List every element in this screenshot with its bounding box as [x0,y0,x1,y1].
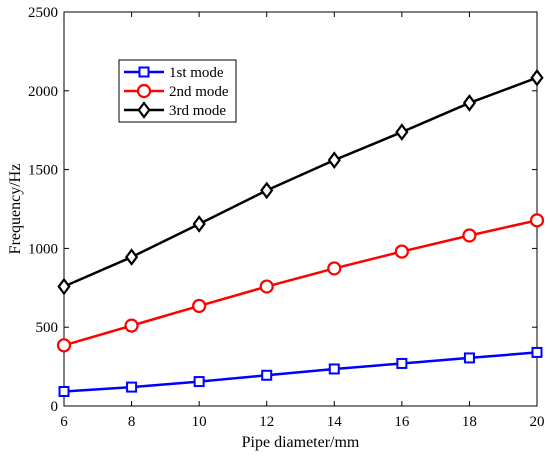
series-line [63,219,538,347]
series-2 [56,213,545,353]
y-tick-label: 1500 [28,163,58,179]
data-point [56,338,72,353]
data-point [327,261,342,276]
data-point [261,369,273,381]
x-tick-label: 6 [60,414,68,430]
series-1 [58,346,543,398]
y-tick-label: 1000 [28,241,58,257]
data-point [124,248,139,266]
data-point [260,181,274,200]
plot-area [63,11,538,407]
y-tick-label: 2000 [28,84,58,100]
data-point [531,346,543,358]
x-tick-label: 12 [259,414,274,430]
x-tick-label: 20 [530,414,545,430]
data-point [395,123,409,141]
legend-marker [137,101,151,119]
data-point [396,357,408,369]
data-point [124,318,139,333]
y-axis-label: Frequency/Hz [7,164,24,255]
legend: 1st mode 2nd mode 3rd mode [118,59,237,123]
data-point [259,279,274,294]
data-point [57,277,71,296]
y-tick-label: 500 [36,320,59,336]
data-point [192,215,206,233]
series-line [63,351,538,393]
x-tick-label: 14 [327,414,343,430]
data-point [126,381,138,393]
data-point [462,94,477,112]
legend-label: 2nd mode [169,84,229,100]
data-point [328,363,340,375]
data-point [394,244,409,259]
x-tick-label: 8 [128,414,136,430]
data-point [58,386,70,398]
axis-ticks: 6 8 10 12 14 16 18 20 0 500 1000 1500 2000 2500 [28,5,545,430]
y-tick-label: 2500 [28,5,58,21]
data-point [327,151,341,169]
series-layer [56,68,545,398]
x-tick-label: 10 [192,414,207,430]
x-tick-label: 18 [462,414,477,430]
legend-label: 3rd mode [169,103,226,119]
x-tick-label: 16 [394,414,410,430]
data-point [463,352,475,364]
data-point [193,376,205,388]
data-point [192,298,207,314]
series-3 [57,68,544,296]
data-point [530,68,544,87]
data-point [529,213,545,228]
x-axis-label: Pipe diameter/mm [242,434,360,451]
y-tick-label: 0 [51,399,59,415]
legend-label: 1st mode [169,65,224,81]
legend-marker [136,83,152,99]
legend-marker [138,66,150,78]
data-point [462,228,477,243]
series-line [63,76,538,288]
